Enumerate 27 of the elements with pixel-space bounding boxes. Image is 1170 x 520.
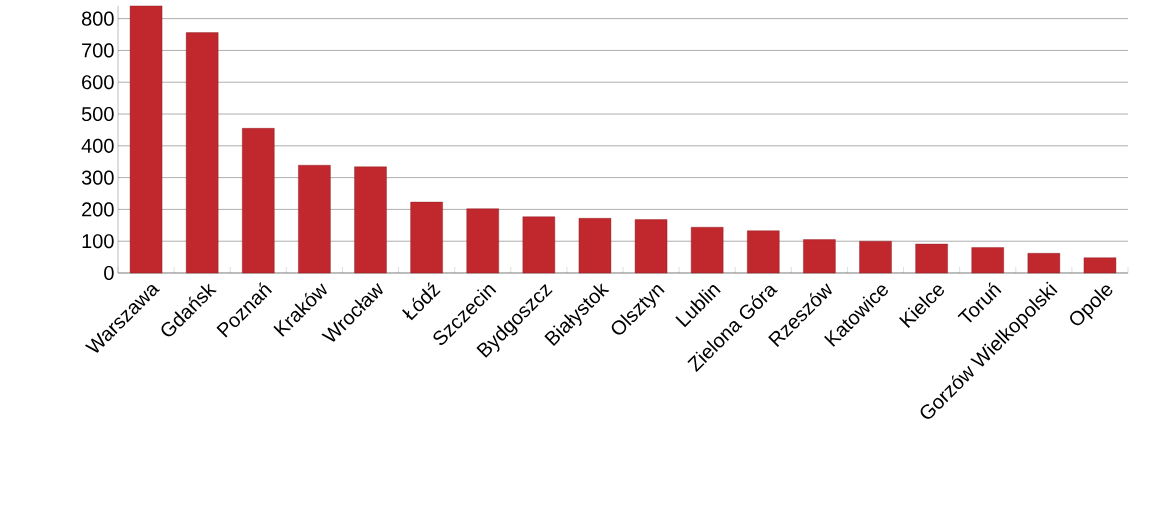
y-tick-label: 800 xyxy=(81,11,114,26)
bar xyxy=(578,218,612,274)
y-tick-label: 600 xyxy=(82,75,114,90)
bar xyxy=(298,165,331,274)
bar xyxy=(466,208,499,274)
y-tick-label: 400 xyxy=(81,138,114,153)
bar xyxy=(242,128,275,274)
bar xyxy=(185,32,219,274)
y-tick-label: 200 xyxy=(82,202,114,217)
bar xyxy=(634,219,668,274)
bar xyxy=(803,239,836,274)
bar xyxy=(1083,257,1117,274)
y-tick-label: 300 xyxy=(81,170,114,185)
bar xyxy=(410,201,443,274)
bar xyxy=(971,247,1004,274)
y-tick-label: 0 xyxy=(104,265,114,281)
y-tick-label: 700 xyxy=(82,43,114,58)
bar xyxy=(859,241,892,274)
bar xyxy=(354,166,387,274)
bar xyxy=(690,227,724,274)
bar xyxy=(915,243,948,274)
bar xyxy=(522,216,556,274)
bar xyxy=(747,230,780,274)
bar xyxy=(129,5,163,274)
y-tick-label: 500 xyxy=(81,106,114,122)
y-tick-label: 100 xyxy=(82,234,114,249)
bar xyxy=(1027,253,1061,274)
